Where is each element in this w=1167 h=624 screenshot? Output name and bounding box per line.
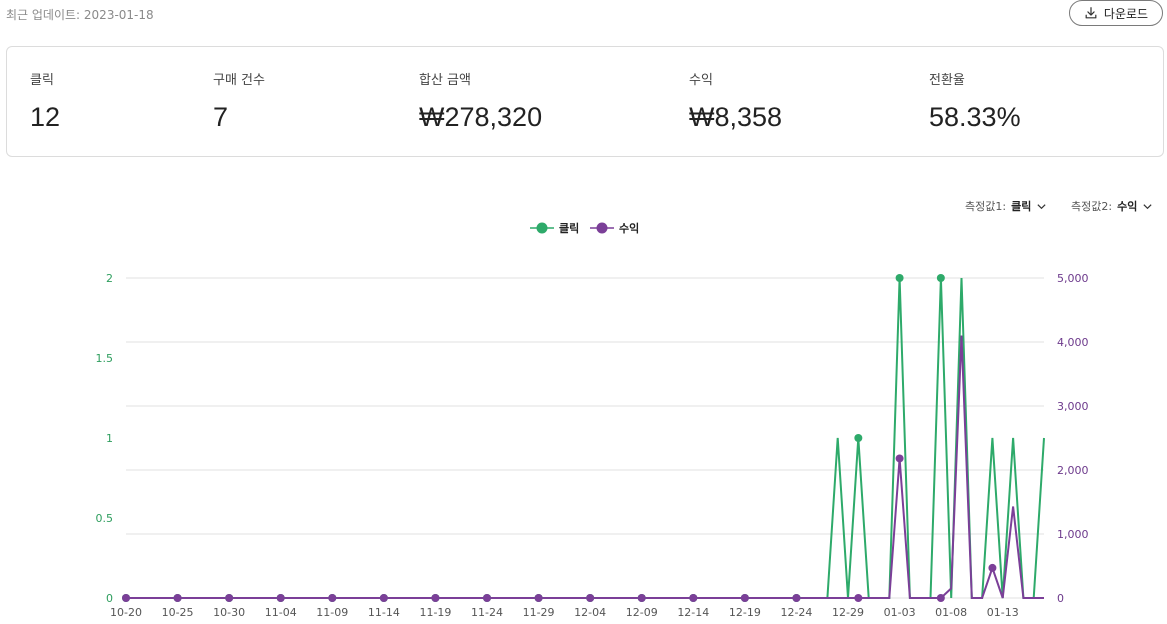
x-tick-label: 10-20	[110, 606, 142, 619]
line-chart: 0 1,000 2,000 3,000 4,000 5,000 0 0.5 1 1.5 2 10-20…	[96, 222, 1089, 619]
revenue-point	[792, 594, 801, 602]
metric2-label: 측정값2:	[1071, 200, 1113, 213]
x-tick-label: 11-29	[523, 606, 555, 619]
y-right-tick-label: 0	[1057, 592, 1064, 605]
y-left-tick-label: 2	[106, 272, 113, 285]
x-tick-label: 12-09	[626, 606, 658, 619]
stat-label: 클릭	[30, 73, 54, 88]
stat-label: 수익	[689, 73, 713, 88]
revenue-point	[431, 594, 440, 602]
x-tick-label: 12-14	[677, 606, 709, 619]
x-tick-label: 12-24	[780, 606, 812, 619]
revenue-point	[740, 594, 749, 602]
x-tick-label: 11-24	[471, 606, 503, 619]
revenue-point	[225, 594, 234, 602]
x-tick-label: 11-04	[265, 606, 297, 619]
metric1-label: 측정값1:	[965, 200, 1007, 213]
stat-label: 전환율	[929, 73, 965, 88]
stat-revenue: 수익 ₩8,358	[689, 69, 782, 133]
revenue-point	[988, 563, 997, 572]
legend-revenue-marker	[596, 222, 608, 234]
x-tick-label: 01-08	[935, 606, 967, 619]
x-tick-label: 11-19	[419, 606, 451, 619]
download-label: 다운로드	[1103, 6, 1149, 21]
legend-clicks-marker	[536, 222, 548, 234]
revenue-point	[122, 594, 130, 602]
stat-value: 7	[213, 102, 229, 132]
y-right-tick-label: 2,000	[1057, 464, 1089, 477]
y-right-tick-label: 5,000	[1057, 272, 1089, 285]
metric1-select[interactable]: 측정값1: 클릭	[965, 198, 1047, 214]
clicks-point	[854, 434, 863, 442]
y-right-tick-label: 3,000	[1057, 400, 1089, 413]
y-left-tick-label: 1.5	[96, 352, 114, 365]
revenue-point	[534, 594, 543, 602]
revenue-point	[173, 594, 182, 602]
revenue-point	[483, 594, 492, 602]
revenue-point	[328, 594, 337, 602]
stat-clicks: 클릭 12	[30, 69, 60, 133]
chevron-down-icon	[1143, 203, 1152, 209]
summary-stats-card: 클릭 12 구매 건수 7 합산 금액 ₩278,320 수익 ₩8,358 전…	[6, 46, 1164, 157]
x-tick-label: 01-13	[987, 606, 1019, 619]
x-tick-label: 12-29	[832, 606, 864, 619]
metric1-value: 클릭	[1011, 200, 1032, 213]
x-tick-label: 10-25	[162, 606, 194, 619]
y-right-tick-label: 1,000	[1057, 528, 1089, 541]
stat-conversion-rate: 전환율 58.33%	[929, 69, 1021, 133]
x-tick-label: 12-04	[574, 606, 606, 619]
x-tick-label: 11-14	[368, 606, 400, 619]
x-tick-label: 10-30	[213, 606, 245, 619]
y-left-tick-label: 0.5	[96, 512, 114, 525]
legend-clicks-label: 클릭	[559, 222, 579, 235]
stat-label: 합산 금액	[419, 73, 471, 88]
revenue-point	[936, 594, 945, 602]
revenue-point	[689, 594, 698, 602]
revenue-point	[637, 594, 646, 602]
download-icon	[1085, 7, 1097, 19]
stat-value: 58.33%	[929, 102, 1021, 132]
y-right-tick-label: 4,000	[1057, 336, 1089, 349]
revenue-point	[854, 594, 863, 602]
revenue-point	[895, 454, 904, 463]
y-left-tick-label: 1	[106, 432, 113, 445]
x-tick-label: 01-03	[884, 606, 916, 619]
metric-selectors: 측정값1: 클릭 측정값2: 수익	[0, 198, 1167, 214]
clicks-point	[936, 274, 945, 282]
x-tick-label: 11-09	[316, 606, 348, 619]
revenue-point	[379, 594, 388, 602]
last-updated-text: 최근 업데이트: 2023-01-18	[6, 8, 154, 22]
y-left-tick-label: 0	[106, 592, 113, 605]
stat-value: ₩8,358	[689, 102, 783, 132]
x-tick-label: 12-19	[729, 606, 761, 619]
revenue-point	[276, 594, 285, 602]
stat-value: 12	[30, 102, 61, 132]
revenue-point	[586, 594, 595, 602]
stat-total-amount: 합산 금액 ₩278,320	[419, 69, 542, 133]
clicks-point	[895, 274, 904, 282]
legend-revenue-label: 수익	[619, 222, 639, 235]
metric2-value: 수익	[1117, 200, 1138, 213]
stat-value: ₩278,320	[419, 102, 543, 132]
metric2-select[interactable]: 측정값2: 수익	[1071, 198, 1153, 214]
stat-purchases: 구매 건수 7	[213, 69, 265, 133]
stat-label: 구매 건수	[213, 73, 265, 88]
chevron-down-icon	[1037, 203, 1046, 209]
download-button[interactable]: 다운로드	[1069, 0, 1163, 26]
